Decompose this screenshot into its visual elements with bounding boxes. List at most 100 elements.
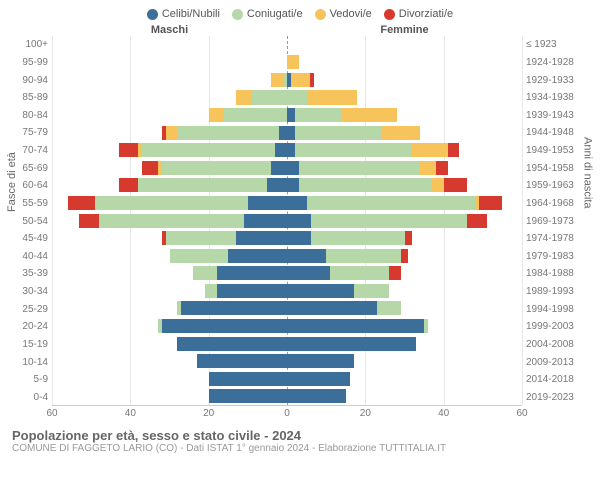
age-label: 60-64 [8, 177, 48, 195]
bar-segment [436, 161, 448, 175]
birth-year-label: 2014-2018 [526, 371, 592, 389]
bar-segment [287, 231, 311, 245]
female-half [287, 372, 522, 386]
bar-segment [287, 196, 307, 210]
bar-segment [119, 143, 139, 157]
female-half [287, 178, 522, 192]
bar-segment [99, 214, 244, 228]
age-label: 30-34 [8, 283, 48, 301]
female-header: Femmine [287, 24, 522, 36]
bar-segment [68, 196, 95, 210]
age-label: 95-99 [8, 54, 48, 72]
bar-segment [377, 301, 401, 315]
bar-segment [311, 214, 468, 228]
bar-segment [79, 214, 99, 228]
birth-year-label: ≤ 1923 [526, 36, 592, 54]
age-label: 5-9 [8, 371, 48, 389]
bar-segment [224, 108, 287, 122]
age-label: 15-19 [8, 336, 48, 354]
bar-segment [271, 161, 287, 175]
bar-segment [287, 266, 330, 280]
birth-year-label: 1964-1968 [526, 195, 592, 213]
bar-segment [181, 301, 287, 315]
birth-year-label: 1934-1938 [526, 89, 592, 107]
x-tick-label: 0 [284, 408, 290, 419]
bar-segment [236, 90, 252, 104]
bar-segment [299, 161, 420, 175]
birth-year-label: 1989-1993 [526, 283, 592, 301]
bar-segment [170, 249, 229, 263]
male-half [52, 354, 287, 368]
bar-segment [381, 126, 420, 140]
bar-segment [95, 196, 248, 210]
x-tick-label: 40 [438, 408, 449, 419]
pyramid-row [52, 370, 522, 388]
female-half [287, 55, 522, 69]
bar-segment [138, 178, 267, 192]
bar-segment [310, 73, 314, 87]
bar-segment [311, 231, 405, 245]
bar-segment [307, 90, 358, 104]
legend-item: Celibi/Nubili [147, 8, 220, 20]
bar-segment [295, 108, 342, 122]
population-pyramid-chart: Celibi/NubiliConiugati/eVedovi/eDivorzia… [0, 0, 600, 500]
age-label: 25-29 [8, 300, 48, 318]
birth-year-label: 1929-1933 [526, 71, 592, 89]
bar-segment [389, 266, 401, 280]
pyramid-row [52, 388, 522, 406]
male-half [52, 231, 287, 245]
birth-year-label: 1924-1928 [526, 54, 592, 72]
bar-segment [287, 90, 307, 104]
male-half [52, 178, 287, 192]
pyramid-row [52, 247, 522, 265]
plot-area [52, 36, 522, 406]
pyramid-row [52, 212, 522, 230]
bar-segment [279, 126, 287, 140]
bar-segment [287, 108, 295, 122]
bar-segment [217, 266, 288, 280]
birth-year-label: 2019-2023 [526, 389, 592, 407]
bar-segment [287, 126, 295, 140]
female-half [287, 354, 522, 368]
bar-segment [412, 143, 447, 157]
bar-segment [448, 143, 460, 157]
bar-segment [236, 231, 287, 245]
female-half [287, 126, 522, 140]
female-half [287, 231, 522, 245]
male-half [52, 249, 287, 263]
bar-segment [275, 143, 287, 157]
age-label: 20-24 [8, 318, 48, 336]
female-half [287, 284, 522, 298]
male-half [52, 161, 287, 175]
birth-year-label: 1954-1958 [526, 159, 592, 177]
birth-year-label: 1994-1998 [526, 300, 592, 318]
male-half [52, 284, 287, 298]
x-tick-label: 60 [516, 408, 527, 419]
age-label: 50-54 [8, 212, 48, 230]
bar-segment [177, 337, 287, 351]
age-label: 80-84 [8, 107, 48, 125]
y-axis-left: 100+95-9990-9485-8980-8475-7970-7465-696… [8, 36, 52, 406]
legend-label: Vedovi/e [330, 8, 372, 20]
male-half [52, 266, 287, 280]
female-half [287, 161, 522, 175]
age-label: 65-69 [8, 159, 48, 177]
female-half [287, 214, 522, 228]
bar-segment [209, 372, 287, 386]
bar-rows [52, 36, 522, 405]
pyramid-row [52, 106, 522, 124]
age-label: 85-89 [8, 89, 48, 107]
pyramid-row [52, 352, 522, 370]
bar-segment [287, 249, 326, 263]
female-half [287, 196, 522, 210]
male-half [52, 337, 287, 351]
age-label: 0-4 [8, 389, 48, 407]
age-label: 100+ [8, 36, 48, 54]
pyramid-row [52, 124, 522, 142]
chart-body: 100+95-9990-9485-8980-8475-7970-7465-696… [8, 36, 592, 406]
bar-segment [467, 214, 487, 228]
pyramid-row [52, 71, 522, 89]
birth-year-label: 1949-1953 [526, 142, 592, 160]
male-half [52, 214, 287, 228]
birth-year-label: 1969-1973 [526, 212, 592, 230]
